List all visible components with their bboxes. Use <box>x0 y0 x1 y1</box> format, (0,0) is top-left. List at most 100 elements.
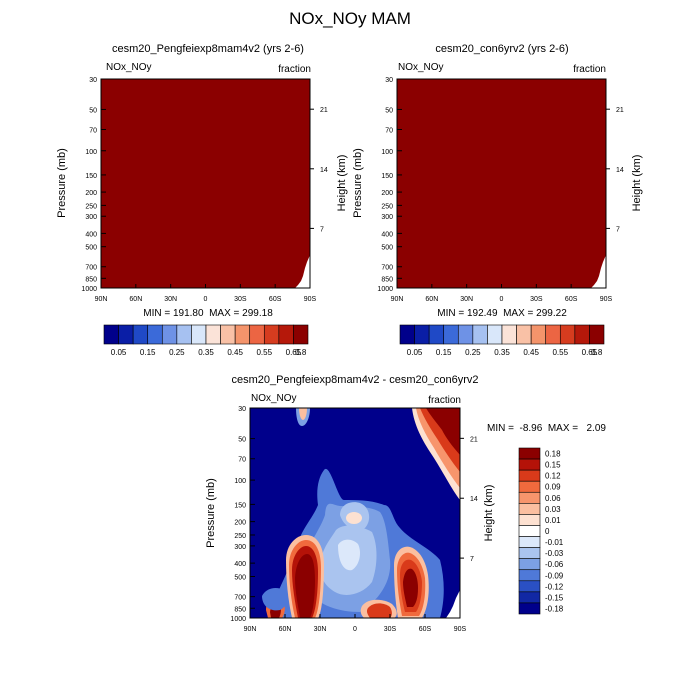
colorbar-box <box>518 469 541 482</box>
colorbar-label: 0.25 <box>465 348 481 357</box>
x-tick-label: 30S <box>384 626 397 633</box>
y-tick-label: 250 <box>381 203 393 210</box>
colorbar-box <box>518 569 541 582</box>
panel-3-ylabel-right: Height (km) <box>483 485 495 542</box>
panel-3-right-label: fraction <box>428 395 461 406</box>
y-tick-label: 400 <box>381 231 393 238</box>
colorbar-label: -0.03 <box>545 549 564 558</box>
colorbar-box <box>399 324 415 345</box>
colorbar-box <box>487 324 503 345</box>
colorbar-box <box>518 602 541 615</box>
colorbar-label: 0.12 <box>545 472 561 481</box>
colorbar-label: 0.15 <box>436 348 452 357</box>
colorbar-box <box>559 324 576 345</box>
colorbar-box <box>518 580 541 593</box>
y-tick-label: 30 <box>385 77 393 84</box>
panel-1-minmax: MIN = 191.80 MAX = 299.18 <box>143 308 273 319</box>
y-tick-label: 200 <box>381 190 393 197</box>
y-tick-label: 500 <box>234 574 246 581</box>
colorbar-label: 0.15 <box>545 461 561 470</box>
panel-1-ylabel-right: Height (km) <box>336 155 348 212</box>
panel-2-missing-corner <box>591 255 606 288</box>
panel-3-colorbar: 0.18 0.15 0.12 0.09 0.06 0.03 0.01 0 -0.01 -0.03 -… <box>518 447 564 615</box>
colorbar-box <box>161 324 178 345</box>
y-tick-label: 150 <box>234 502 246 509</box>
y-tick-label: 700 <box>381 265 393 272</box>
y-right-tick-label: 14 <box>470 496 478 503</box>
x-tick-label: 0 <box>500 296 504 303</box>
colorbar-box <box>414 324 430 345</box>
y-tick-label: 100 <box>85 149 97 156</box>
colorbar-box <box>220 324 236 345</box>
y-tick-label: 500 <box>85 245 97 252</box>
y-right-tick-label: 21 <box>320 107 328 114</box>
colorbar-label: 0 <box>545 527 550 536</box>
colorbar-label: 0.8 <box>295 348 307 357</box>
y-tick-label: 50 <box>385 107 393 114</box>
y-right-tick-label: 21 <box>470 436 478 443</box>
panel-1-field <box>101 79 310 288</box>
x-tick-label: 30N <box>314 626 327 633</box>
panel-3-ticks: 3050701001502002503004005007008501000211… <box>230 406 477 633</box>
colorbar-box <box>293 324 309 345</box>
colorbar-label: 0.35 <box>198 348 214 357</box>
panel-1-missing-corner <box>295 255 310 288</box>
panel-1-right-label: fraction <box>278 64 311 75</box>
colorbar-box <box>278 324 294 345</box>
colorbar-box <box>263 324 280 345</box>
panel-2-ylabel: Pressure (mb) <box>352 148 364 218</box>
y-right-tick-label: 14 <box>616 167 624 174</box>
page-title: NOx_NOy MAM <box>289 9 411 28</box>
colorbar-label: -0.01 <box>545 538 564 547</box>
y-tick-label: 200 <box>85 190 97 197</box>
x-tick-label: 60S <box>269 296 282 303</box>
colorbar-box <box>103 324 119 345</box>
y-tick-label: 250 <box>234 533 246 540</box>
panel-3-minmax: MIN = -8.96 MAX = 2.09 <box>487 423 606 434</box>
y-tick-label: 850 <box>234 606 246 613</box>
colorbar-box <box>518 514 541 526</box>
diff-top-blob-core <box>299 408 307 420</box>
y-right-tick-label: 7 <box>470 556 474 563</box>
y-tick-label: 300 <box>234 544 246 551</box>
y-tick-label: 1000 <box>230 616 246 623</box>
diff-missing-corner <box>446 590 460 618</box>
diff-nh-column-4 <box>295 554 315 618</box>
colorbar-label: 0.03 <box>545 505 561 514</box>
panel-3-left-label: NOx_NOy <box>251 393 297 404</box>
colorbar-box <box>518 480 541 493</box>
colorbar-box <box>518 525 541 537</box>
colorbar-box <box>518 558 541 571</box>
colorbar-label: -0.06 <box>545 560 564 569</box>
panel-1-left-label: NOx_NOy <box>106 62 152 73</box>
x-tick-label: 90S <box>304 296 317 303</box>
diff-upper-core <box>346 512 362 524</box>
panel-1-title: cesm20_Pengfeiexp8mam4v2 (yrs 2-6) <box>112 43 304 55</box>
colorbar-label: 0.05 <box>407 348 423 357</box>
y-tick-label: 250 <box>85 203 97 210</box>
colorbar-box <box>118 324 134 345</box>
x-tick-label: 90N <box>391 296 404 303</box>
panel-1-ylabel: Pressure (mb) <box>56 148 68 218</box>
panel-1-colorbar: 0.05 0.15 0.25 0.35 0.45 0.55 0.650.8 <box>103 324 309 357</box>
diff-surface-blob-2-core <box>366 603 392 618</box>
panel-1-ticks: 3050701001502002503004005007008501000211… <box>81 77 327 303</box>
colorbar-label: 0.35 <box>494 348 510 357</box>
panel-2-colorbar: 0.05 0.15 0.25 0.35 0.45 0.55 0.650.8 <box>399 324 605 357</box>
panel-2-ylabel-right: Height (km) <box>631 155 643 212</box>
colorbar-box <box>516 324 532 345</box>
x-tick-label: 30S <box>234 296 247 303</box>
colorbar-label: 0.01 <box>545 516 561 525</box>
colorbar-label: -0.09 <box>545 571 564 580</box>
colorbar-box <box>443 324 459 345</box>
colorbar-label: 0.09 <box>545 483 561 492</box>
y-tick-label: 50 <box>89 107 97 114</box>
y-tick-label: 100 <box>381 149 393 156</box>
y-tick-label: 70 <box>89 128 97 135</box>
y-tick-label: 850 <box>85 276 97 283</box>
colorbar-box <box>518 491 541 504</box>
colorbar-box <box>176 324 192 345</box>
colorbar-box <box>147 324 163 345</box>
colorbar-label: -0.15 <box>545 593 564 602</box>
colorbar-box <box>472 324 488 345</box>
